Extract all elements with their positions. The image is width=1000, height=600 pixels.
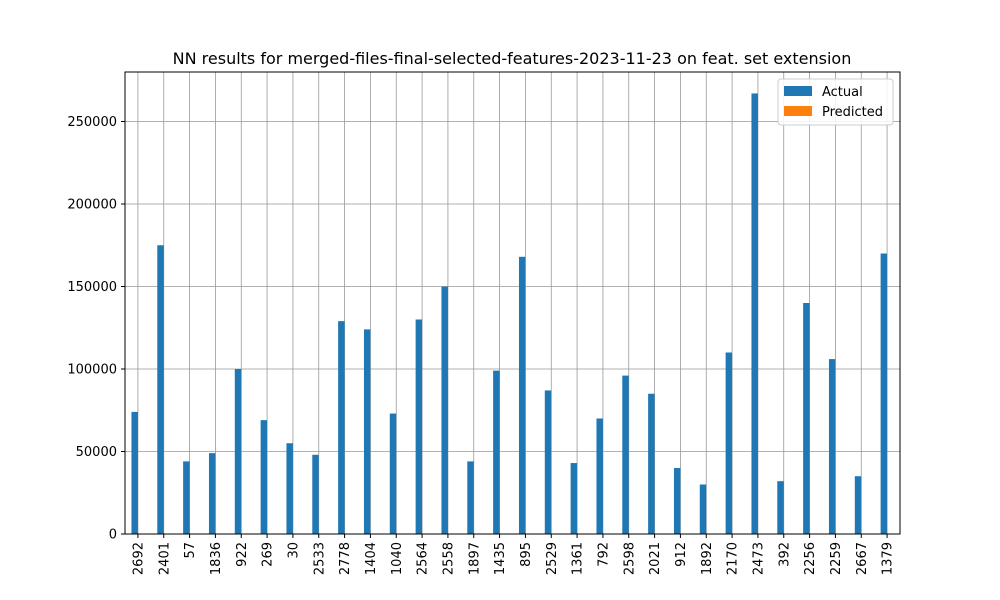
x-tick-label: 1892: [700, 542, 715, 575]
y-tick-label: 150000: [67, 280, 117, 295]
x-tick-label: 1361: [571, 542, 586, 575]
x-tick-label: 1836: [209, 542, 224, 575]
bar-actual: [596, 418, 603, 534]
bar-actual: [570, 463, 578, 534]
x-tick-label: 2473: [751, 542, 766, 575]
x-tick-label: 2256: [803, 542, 818, 575]
x-tick-label: 1040: [390, 542, 405, 575]
bar-actual: [725, 352, 733, 534]
x-tick-label: 2529: [545, 542, 560, 575]
y-tick-label: 100000: [67, 363, 117, 378]
bar-actual: [751, 93, 758, 534]
bar-actual: [699, 484, 707, 534]
x-tick-label: 269: [261, 542, 276, 567]
legend-swatch-predicted: [784, 106, 812, 116]
x-tick-label: 2558: [441, 542, 456, 575]
x-tick-label: 2170: [726, 542, 741, 575]
bar-actual: [880, 253, 888, 534]
y-tick-label: 0: [109, 528, 117, 543]
x-tick-label: 57: [183, 542, 198, 559]
bar-actual: [467, 461, 474, 534]
x-tick-label: 1379: [881, 542, 896, 575]
x-tick-label: 792: [596, 542, 611, 567]
bar-actual: [828, 359, 836, 534]
x-tick-label: 392: [777, 542, 792, 567]
bar-actual: [518, 256, 526, 534]
x-tick-label: 2533: [312, 542, 327, 575]
bar-actual: [544, 390, 552, 534]
bar-actual: [777, 481, 784, 534]
bars: [131, 93, 888, 534]
x-tick-label: 2401: [157, 542, 172, 575]
legend: Actual Predicted: [777, 78, 894, 126]
bar-actual: [312, 454, 319, 534]
bar-actual: [286, 443, 293, 534]
chart-title: NN results for merged-files-final-select…: [173, 49, 852, 68]
bar-actual: [208, 453, 216, 534]
bar-actual: [157, 245, 164, 534]
x-tick-label: 1435: [493, 542, 508, 575]
bar-actual: [131, 411, 138, 534]
legend-label-actual: Actual: [822, 85, 863, 100]
bar-actual: [338, 321, 345, 534]
x-tick-label: 2667: [855, 542, 870, 575]
y-tick-label: 50000: [76, 445, 117, 460]
x-tick-label: 2598: [622, 542, 637, 575]
x-tick-label: 2021: [648, 542, 663, 575]
x-tick-label: 895: [519, 542, 534, 567]
x-tick-label: 1404: [364, 542, 379, 575]
x-tick-label: 2692: [131, 542, 146, 575]
y-axis: 0 50000 100000 150000 200000 250000: [67, 115, 125, 543]
y-tick-label: 200000: [67, 198, 117, 213]
bar-actual: [622, 375, 629, 534]
x-tick-label: 912: [674, 542, 689, 567]
legend-swatch-actual: [784, 86, 812, 96]
bar-actual: [648, 393, 655, 534]
bar-actual: [260, 420, 268, 534]
plot-frame: [124, 71, 901, 535]
bar-actual: [183, 461, 190, 534]
x-tick-label: 30: [286, 542, 301, 559]
bar-actual: [441, 286, 448, 534]
y-tick-label: 250000: [67, 115, 117, 130]
bar-actual: [493, 370, 500, 534]
x-tick-label: 1897: [467, 542, 482, 575]
legend-label-predicted: Predicted: [822, 105, 883, 120]
bar-actual: [673, 468, 681, 534]
bar-actual: [803, 303, 810, 534]
x-tick-label: 2778: [338, 542, 353, 575]
x-tick-label: 2564: [416, 542, 431, 575]
x-tick-label: 2259: [829, 542, 844, 575]
x-tick-label: 922: [235, 542, 250, 567]
bar-actual: [363, 329, 371, 534]
bar-actual: [389, 413, 397, 534]
bar-actual: [234, 369, 242, 534]
bar-actual: [854, 476, 862, 534]
x-axis: 2692 2401 57 1836 922 269 30 2533 2778 1404 1040 25…: [131, 534, 896, 575]
bar-actual: [415, 319, 423, 534]
